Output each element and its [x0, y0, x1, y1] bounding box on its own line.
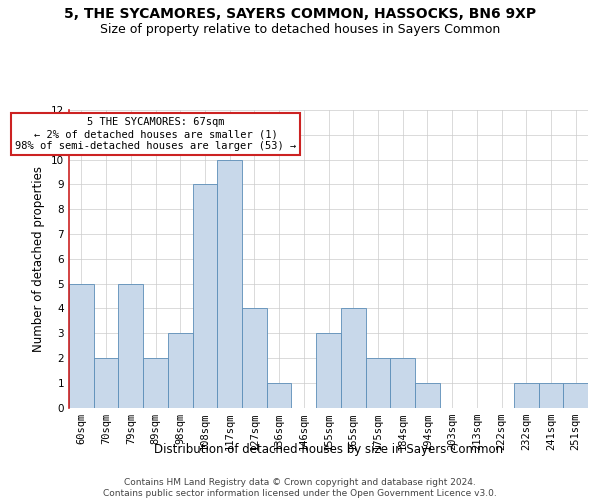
Bar [267, 382, 292, 407]
Bar [143, 358, 168, 408]
Text: Size of property relative to detached houses in Sayers Common: Size of property relative to detached ho… [100, 22, 500, 36]
Bar [341, 308, 365, 408]
Bar [118, 284, 143, 408]
Bar [390, 358, 415, 408]
Y-axis label: Number of detached properties: Number of detached properties [32, 166, 46, 352]
Bar [365, 358, 390, 408]
Text: 5, THE SYCAMORES, SAYERS COMMON, HASSOCKS, BN6 9XP: 5, THE SYCAMORES, SAYERS COMMON, HASSOCK… [64, 8, 536, 22]
Text: 5 THE SYCAMORES: 67sqm
← 2% of detached houses are smaller (1)
98% of semi-detac: 5 THE SYCAMORES: 67sqm ← 2% of detached … [15, 118, 296, 150]
Bar [217, 160, 242, 408]
Bar [514, 382, 539, 407]
Bar [539, 382, 563, 407]
Bar [94, 358, 118, 408]
Bar [193, 184, 217, 408]
Bar [316, 333, 341, 407]
Bar [415, 382, 440, 407]
Text: Contains HM Land Registry data © Crown copyright and database right 2024.
Contai: Contains HM Land Registry data © Crown c… [103, 478, 497, 498]
Text: Distribution of detached houses by size in Sayers Common: Distribution of detached houses by size … [154, 442, 503, 456]
Bar [563, 382, 588, 407]
Bar [69, 284, 94, 408]
Bar [242, 308, 267, 408]
Bar [168, 333, 193, 407]
